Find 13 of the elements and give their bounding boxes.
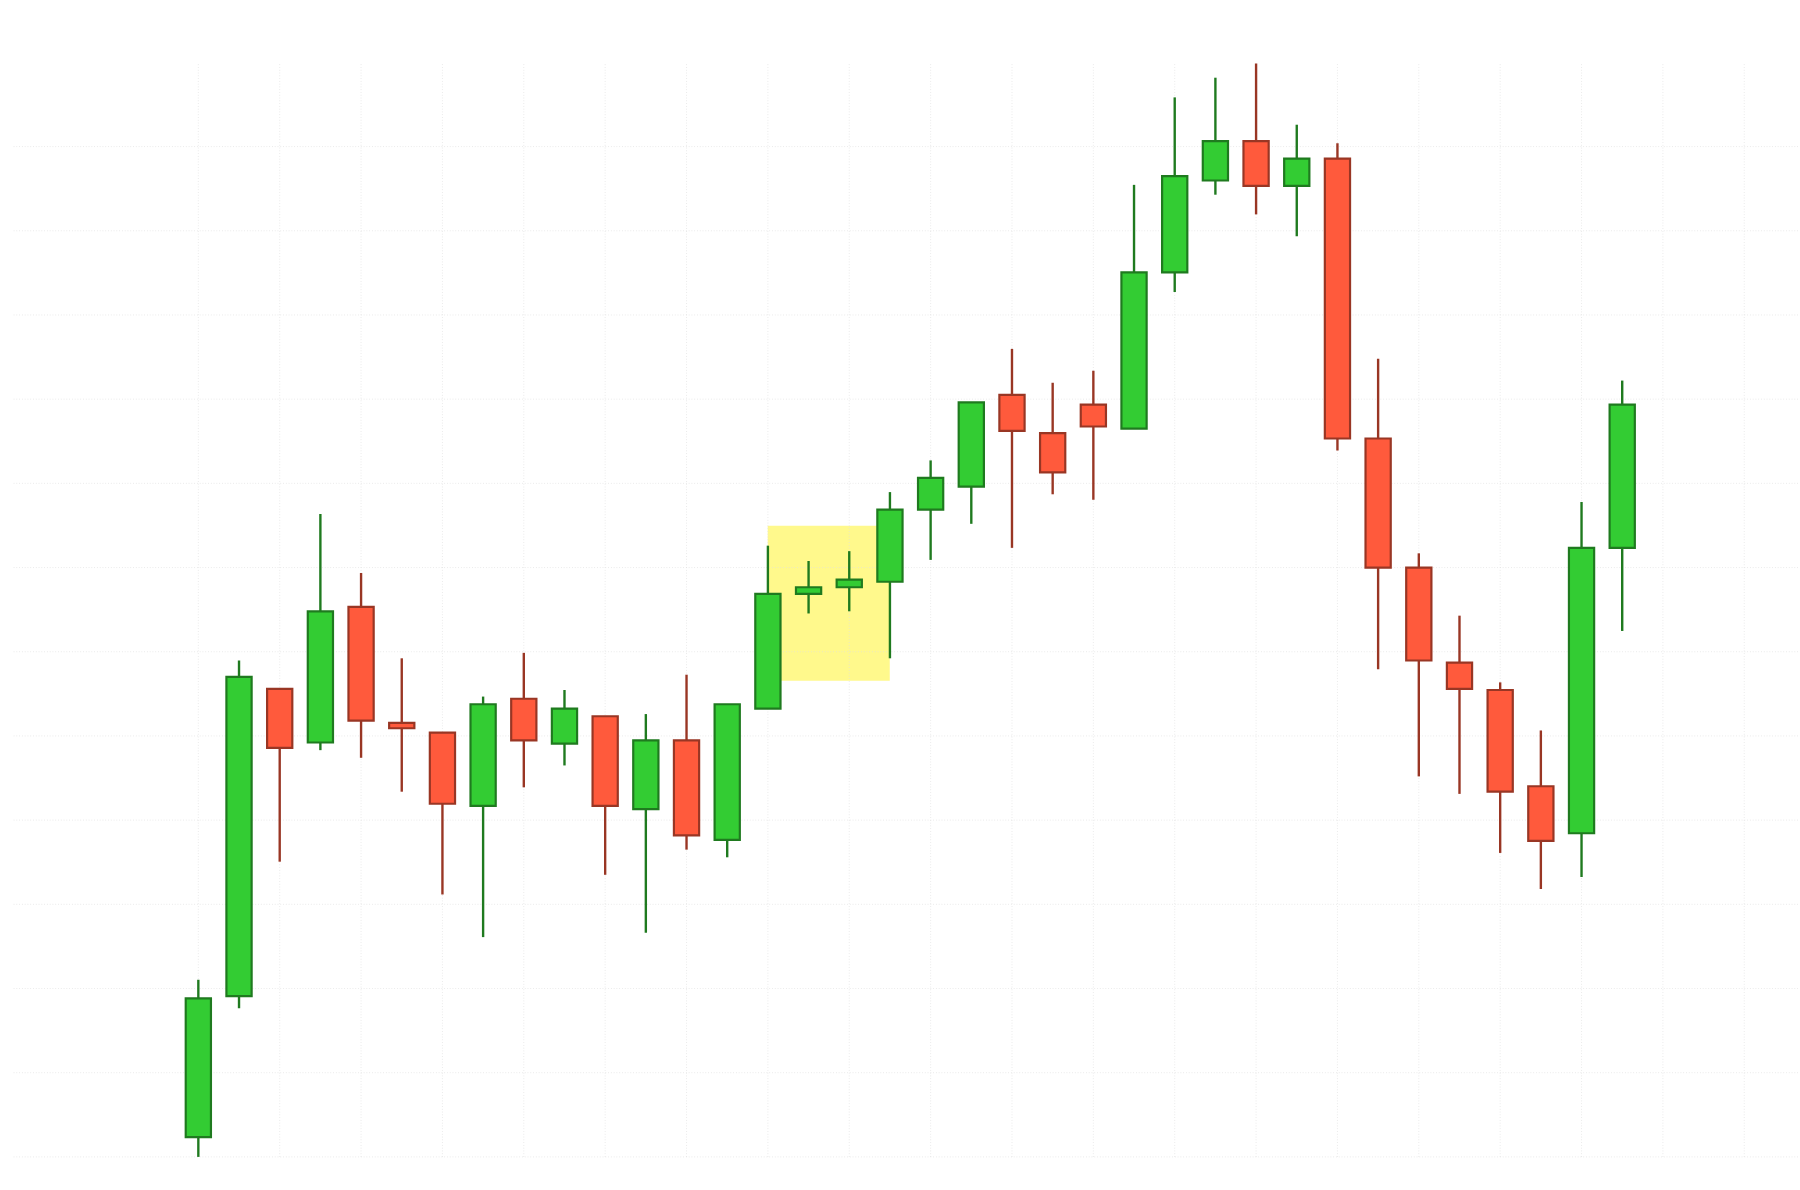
candlestick [1038, 381, 1067, 496]
candlestick [794, 559, 823, 615]
candlestick [1242, 61, 1270, 216]
candlestick [835, 549, 863, 613]
candlestick [550, 688, 579, 767]
candlestick [998, 347, 1026, 549]
candlestick [388, 656, 416, 793]
candlestick [1079, 369, 1108, 501]
candlestick [1445, 614, 1474, 795]
candlestick [1283, 123, 1311, 238]
candlestick [510, 651, 538, 789]
candlestick [916, 458, 945, 561]
candlestick [1201, 76, 1230, 196]
